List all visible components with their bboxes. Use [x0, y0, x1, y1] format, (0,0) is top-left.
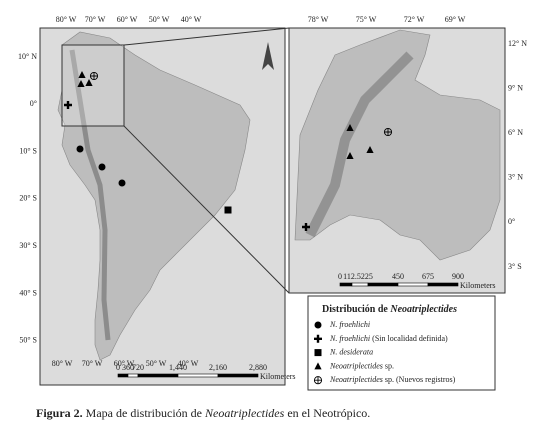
legend-label: Neoatriplectides sp. (Nuevos registros) [329, 375, 456, 384]
caption: Figura 2. Mapa de distribución de Neoatr… [36, 406, 371, 420]
legend-title: Distribución de Neoatriplectides [322, 304, 457, 315]
scale-label: 900 [452, 272, 464, 281]
lat-label: 50° S [19, 336, 37, 345]
legend-name: N. froehlichi [329, 334, 370, 343]
lat-label: 3° N [508, 173, 523, 182]
lon-label: 69° W [445, 15, 466, 24]
legend-name: Neoatriplectides [329, 375, 383, 384]
lat-label: 3° S [508, 262, 522, 271]
scale-segment [339, 282, 353, 287]
scale-label: 2,880 [249, 363, 267, 372]
point [89, 71, 99, 81]
scale-segment [117, 373, 129, 378]
lon-label: 60° W [114, 359, 135, 368]
scale-label: 675 [422, 272, 434, 281]
scale-label: 360 [122, 363, 134, 372]
legend-label: Neoatriplectides sp. [329, 361, 394, 370]
legend-symbol [313, 376, 323, 385]
point [76, 145, 84, 153]
lat-label: 10° S [19, 146, 37, 155]
lon-label: 40° W [181, 15, 202, 24]
legend-note: sp. (Nuevos registros) [385, 375, 456, 384]
scale-segment [427, 282, 459, 287]
lon-label: 40° W [178, 359, 199, 368]
lon-label: 80° W [52, 359, 73, 368]
point [383, 127, 393, 137]
lon-label: 70° W [85, 15, 106, 24]
inset-line [123, 125, 290, 294]
scale-label: 2,160 [209, 363, 227, 372]
scale-label: 450 [392, 272, 404, 281]
scale-segment [351, 282, 369, 287]
point [118, 179, 126, 187]
point [224, 206, 232, 214]
scale-segment [177, 373, 219, 378]
colombia [294, 29, 501, 261]
legend-symbol [314, 349, 322, 357]
map-figure: Distribución de Neoatriplectides 80° W 70… [18, 15, 527, 391]
lat-label: 0° [508, 217, 515, 226]
legend-name: N. froehlichi [329, 320, 370, 329]
lon-label: 50° W [146, 359, 167, 368]
lon-label: 60° W [117, 15, 138, 24]
scale-label: 0 [116, 363, 120, 372]
lon-label: 70° W [82, 359, 103, 368]
point [98, 163, 106, 171]
lon-label: 78° W [308, 15, 329, 24]
scale-segment [367, 282, 399, 287]
lat-label: 20° S [19, 194, 37, 203]
lat-label: 40° S [19, 288, 37, 297]
legend-box [307, 295, 496, 391]
legend-label: N. froehlichi [329, 320, 370, 329]
scale-segment [137, 373, 179, 378]
lon-label: 72° W [404, 15, 425, 24]
scale-segment [217, 373, 259, 378]
legend-name: N. desiderata [329, 347, 373, 356]
lon-label: 50° W [149, 15, 170, 24]
lat-label: 6° N [508, 128, 523, 137]
legend-label: N. desiderata [329, 347, 373, 356]
legend-name: Neoatriplectides [329, 361, 383, 370]
lat-label: 0° [30, 99, 37, 108]
scale-label: 1,440 [169, 363, 187, 372]
lat-label: 10° N [18, 52, 37, 61]
legend-note: (Sin localidad definida) [372, 334, 448, 343]
legend-label: N. froehlichi (Sin localidad definida) [329, 334, 448, 343]
lon-label: 80° W [56, 15, 77, 24]
scale-label: 112.5225 [343, 272, 373, 281]
lat-label: 30° S [19, 241, 37, 250]
inset-box [61, 44, 125, 127]
lat-label: 12° N [508, 39, 527, 48]
north-arrow [262, 42, 274, 70]
legend-symbol [314, 321, 322, 329]
scale-segment [397, 282, 429, 287]
scale-unit: Kilometers [460, 281, 496, 290]
andes [305, 51, 414, 238]
lon-label: 75° W [356, 15, 377, 24]
legend-note: sp. [385, 361, 394, 370]
andes [69, 49, 111, 341]
scale-segment [127, 373, 139, 378]
scale-unit: Kilometers [260, 372, 296, 381]
scale-label: 720 [132, 363, 144, 372]
scale-label: 0 [338, 272, 342, 281]
inset-line [123, 27, 290, 46]
lat-label: 9° N [508, 83, 523, 92]
